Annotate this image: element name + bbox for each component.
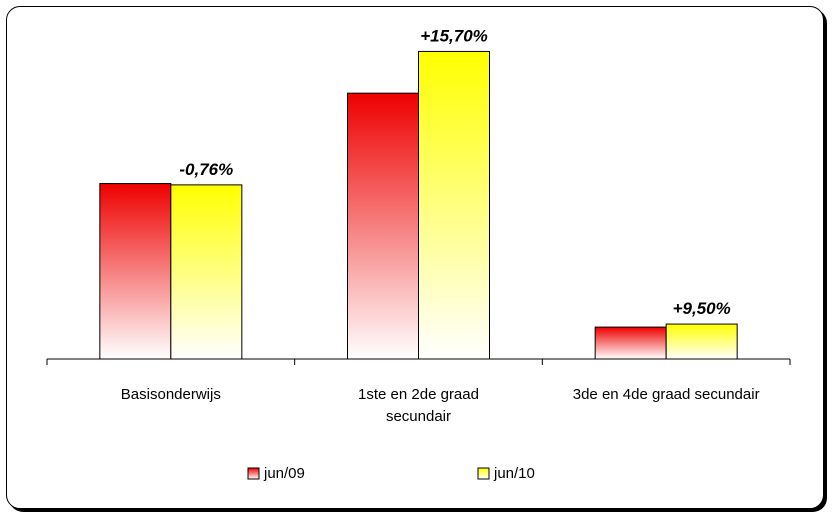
- bar-jun-10-0: [170, 184, 243, 360]
- bar-jun-10-2: [665, 323, 738, 360]
- category-label: Basisonderwijs: [121, 386, 221, 403]
- category-label: 3de en 4de graad secundair: [573, 386, 760, 403]
- legend-swatch: [477, 467, 490, 480]
- bar-jun-10-1: [418, 50, 490, 360]
- legend-swatch: [247, 467, 260, 480]
- bar-jun-09-0: [99, 183, 172, 360]
- data-label: +9,50%: [673, 299, 731, 318]
- legend-label: jun/10: [493, 465, 535, 482]
- bar-jun-09-2: [594, 326, 667, 360]
- data-label: -0,76%: [179, 160, 233, 179]
- bar-jun-09-1: [347, 92, 419, 360]
- category-label: 1ste en 2de graad: [358, 386, 479, 403]
- category-label: secundair: [386, 408, 451, 425]
- data-label: +15,70%: [420, 26, 488, 45]
- legend-label: jun/09: [263, 465, 305, 482]
